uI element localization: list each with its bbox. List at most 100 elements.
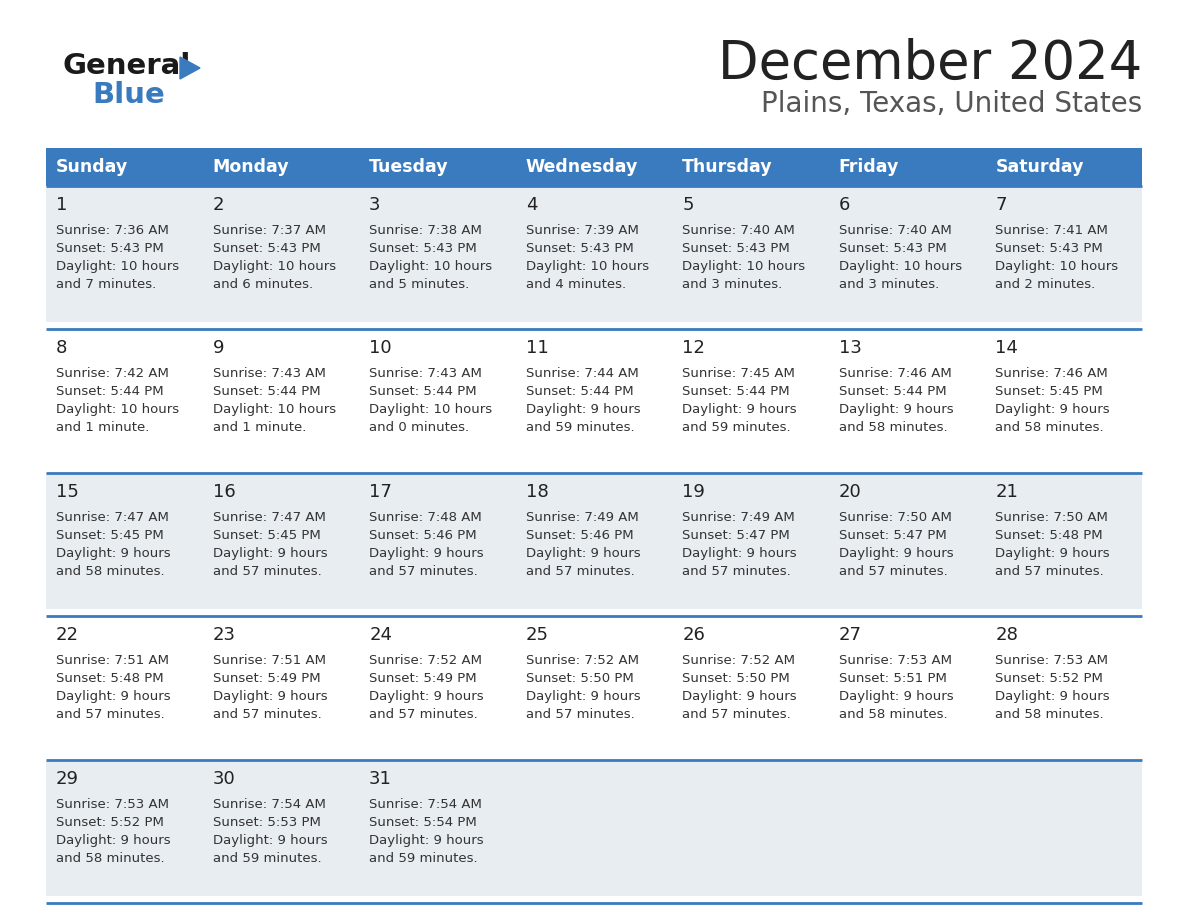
Text: Sunset: 5:44 PM: Sunset: 5:44 PM [213, 386, 321, 398]
Text: Sunset: 5:53 PM: Sunset: 5:53 PM [213, 815, 321, 829]
Text: 26: 26 [682, 626, 706, 644]
Bar [516, 330, 672, 465]
Text: Thursday: Thursday [682, 158, 773, 176]
Text: Daylight: 9 hours: Daylight: 9 hours [682, 547, 797, 560]
Text: Daylight: 10 hours: Daylight: 10 hours [682, 260, 805, 273]
Text: Daylight: 9 hours: Daylight: 9 hours [56, 547, 171, 560]
Text: Sunset: 5:44 PM: Sunset: 5:44 PM [56, 386, 164, 398]
Polygon shape [181, 57, 200, 79]
Text: and 58 minutes.: and 58 minutes. [996, 708, 1104, 722]
Bar [203, 330, 359, 465]
Text: Daylight: 10 hours: Daylight: 10 hours [213, 403, 336, 417]
Text: Daylight: 9 hours: Daylight: 9 hours [526, 403, 640, 417]
Text: and 59 minutes.: and 59 minutes. [213, 852, 321, 865]
Text: Daylight: 9 hours: Daylight: 9 hours [213, 690, 327, 703]
Text: Daylight: 10 hours: Daylight: 10 hours [839, 260, 962, 273]
Bar [359, 616, 516, 753]
Bar [516, 186, 672, 322]
Text: Sunset: 5:48 PM: Sunset: 5:48 PM [996, 529, 1102, 542]
Text: and 58 minutes.: and 58 minutes. [56, 565, 165, 577]
Text: Daylight: 9 hours: Daylight: 9 hours [56, 690, 171, 703]
Bar [46, 616, 203, 753]
Bar [359, 186, 516, 322]
Text: Daylight: 9 hours: Daylight: 9 hours [682, 690, 797, 703]
Text: Daylight: 9 hours: Daylight: 9 hours [839, 690, 954, 703]
Bar [516, 759, 672, 896]
Text: and 58 minutes.: and 58 minutes. [839, 421, 948, 434]
Text: Daylight: 10 hours: Daylight: 10 hours [56, 260, 179, 273]
Text: Sunrise: 7:52 AM: Sunrise: 7:52 AM [526, 655, 639, 667]
Bar [829, 186, 985, 322]
Text: 30: 30 [213, 769, 235, 788]
Text: and 4 minutes.: and 4 minutes. [526, 278, 626, 291]
Text: Sunrise: 7:52 AM: Sunrise: 7:52 AM [682, 655, 795, 667]
Text: and 57 minutes.: and 57 minutes. [682, 708, 791, 722]
Text: Sunrise: 7:49 AM: Sunrise: 7:49 AM [682, 510, 795, 524]
Text: Daylight: 10 hours: Daylight: 10 hours [369, 403, 492, 417]
Text: Sunrise: 7:47 AM: Sunrise: 7:47 AM [213, 510, 326, 524]
Text: and 3 minutes.: and 3 minutes. [682, 278, 783, 291]
Text: 29: 29 [56, 769, 78, 788]
Text: Sunset: 5:43 PM: Sunset: 5:43 PM [56, 242, 164, 255]
Text: and 2 minutes.: and 2 minutes. [996, 278, 1095, 291]
Text: Monday: Monday [213, 158, 289, 176]
Text: Sunset: 5:52 PM: Sunset: 5:52 PM [996, 672, 1104, 685]
Bar [46, 330, 203, 465]
Bar [516, 616, 672, 753]
Text: Plains, Texas, United States: Plains, Texas, United States [760, 90, 1142, 118]
Text: Daylight: 9 hours: Daylight: 9 hours [213, 547, 327, 560]
Text: 24: 24 [369, 626, 392, 644]
Text: 20: 20 [839, 483, 861, 501]
Bar [359, 759, 516, 896]
Text: Daylight: 10 hours: Daylight: 10 hours [526, 260, 649, 273]
Text: 21: 21 [996, 483, 1018, 501]
Text: 19: 19 [682, 483, 706, 501]
Text: 5: 5 [682, 196, 694, 214]
Text: and 57 minutes.: and 57 minutes. [526, 565, 634, 577]
Text: Sunrise: 7:47 AM: Sunrise: 7:47 AM [56, 510, 169, 524]
Bar [985, 473, 1142, 610]
Text: Sunset: 5:49 PM: Sunset: 5:49 PM [213, 672, 321, 685]
Text: and 1 minute.: and 1 minute. [213, 421, 307, 434]
Bar [203, 759, 359, 896]
Text: 14: 14 [996, 340, 1018, 357]
Text: and 57 minutes.: and 57 minutes. [682, 565, 791, 577]
Text: Daylight: 9 hours: Daylight: 9 hours [996, 547, 1110, 560]
Text: Daylight: 9 hours: Daylight: 9 hours [839, 547, 954, 560]
Text: and 0 minutes.: and 0 minutes. [369, 421, 469, 434]
Text: Sunrise: 7:40 AM: Sunrise: 7:40 AM [682, 224, 795, 237]
Text: Wednesday: Wednesday [526, 158, 638, 176]
Text: Sunset: 5:45 PM: Sunset: 5:45 PM [56, 529, 164, 542]
Text: and 3 minutes.: and 3 minutes. [839, 278, 939, 291]
Text: Sunrise: 7:41 AM: Sunrise: 7:41 AM [996, 224, 1108, 237]
Text: Sunset: 5:43 PM: Sunset: 5:43 PM [996, 242, 1104, 255]
Text: Sunrise: 7:46 AM: Sunrise: 7:46 AM [996, 367, 1108, 380]
Text: Tuesday: Tuesday [369, 158, 449, 176]
Text: and 59 minutes.: and 59 minutes. [526, 421, 634, 434]
Bar [829, 473, 985, 610]
Bar [46, 148, 203, 186]
Bar [46, 759, 203, 896]
Bar [516, 148, 672, 186]
Bar [203, 148, 359, 186]
Text: Daylight: 9 hours: Daylight: 9 hours [839, 403, 954, 417]
Text: Daylight: 9 hours: Daylight: 9 hours [996, 690, 1110, 703]
Bar [672, 148, 829, 186]
Text: Sunrise: 7:51 AM: Sunrise: 7:51 AM [56, 655, 169, 667]
Text: Sunset: 5:49 PM: Sunset: 5:49 PM [369, 672, 476, 685]
Text: 23: 23 [213, 626, 235, 644]
Text: Sunrise: 7:54 AM: Sunrise: 7:54 AM [369, 798, 482, 811]
Text: and 59 minutes.: and 59 minutes. [682, 421, 791, 434]
Text: Friday: Friday [839, 158, 899, 176]
Text: Sunset: 5:43 PM: Sunset: 5:43 PM [526, 242, 633, 255]
Bar [203, 473, 359, 610]
Bar [516, 473, 672, 610]
Text: Sunrise: 7:39 AM: Sunrise: 7:39 AM [526, 224, 639, 237]
Text: Daylight: 9 hours: Daylight: 9 hours [682, 403, 797, 417]
Text: and 57 minutes.: and 57 minutes. [526, 708, 634, 722]
Text: 4: 4 [526, 196, 537, 214]
Bar [829, 148, 985, 186]
Text: Sunrise: 7:36 AM: Sunrise: 7:36 AM [56, 224, 169, 237]
Text: Daylight: 9 hours: Daylight: 9 hours [526, 547, 640, 560]
Text: General: General [62, 52, 190, 80]
